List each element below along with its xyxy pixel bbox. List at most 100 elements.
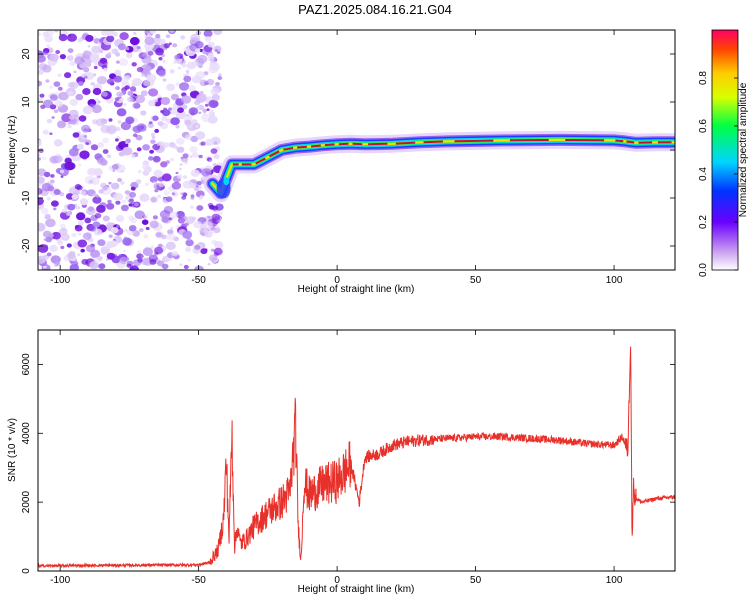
noise-speckle xyxy=(137,169,142,174)
noise-speckle xyxy=(86,207,96,216)
noise-speckle xyxy=(90,82,96,86)
noise-speckle xyxy=(117,43,127,51)
noise-speckle xyxy=(131,82,137,87)
noise-speckle xyxy=(198,111,202,115)
noise-speckle xyxy=(111,182,120,190)
noise-speckle xyxy=(181,63,187,68)
noise-speckle xyxy=(204,36,212,42)
noise-speckle xyxy=(67,82,75,88)
noise-speckle xyxy=(169,157,175,162)
noise-speckle xyxy=(184,134,192,140)
noise-speckle xyxy=(123,228,128,233)
noise-speckle xyxy=(144,30,154,35)
noise-speckle xyxy=(56,155,64,162)
spectrogram-plot-area xyxy=(38,30,675,270)
noise-speckle xyxy=(85,244,96,253)
noise-speckle xyxy=(183,75,192,83)
noise-speckle xyxy=(38,63,48,71)
noise-speckle xyxy=(75,93,84,101)
noise-speckle xyxy=(151,135,156,139)
noise-speckle xyxy=(49,94,58,101)
x-tick-label: 0 xyxy=(334,575,340,586)
noise-speckle xyxy=(207,41,215,48)
noise-speckle xyxy=(156,142,161,146)
noise-speckle xyxy=(60,245,65,250)
noise-speckle xyxy=(82,105,93,115)
y-tick-label: -20 xyxy=(21,238,32,253)
noise-speckle xyxy=(196,181,202,186)
noise-speckle xyxy=(215,82,220,86)
noise-speckle xyxy=(168,107,172,111)
noise-speckle xyxy=(177,174,183,179)
noise-speckle xyxy=(96,76,107,85)
noise-speckle xyxy=(152,155,161,163)
noise-speckle xyxy=(141,219,149,225)
noise-speckle xyxy=(60,233,70,241)
noise-speckle xyxy=(100,186,112,196)
noise-speckle xyxy=(195,131,206,140)
noise-speckle xyxy=(196,93,207,103)
noise-speckle xyxy=(212,205,219,211)
noise-speckle xyxy=(106,124,118,134)
noise-speckle xyxy=(194,124,200,128)
noise-speckle xyxy=(127,90,134,96)
snr-line xyxy=(38,346,675,569)
y-tick-label: 20 xyxy=(21,48,32,60)
noise-speckle xyxy=(208,111,216,117)
noise-speckle xyxy=(157,194,162,198)
noise-speckle xyxy=(38,244,49,253)
noise-speckle xyxy=(94,213,102,219)
ridge-core xyxy=(269,150,280,158)
noise-speckle xyxy=(50,174,55,178)
noise-speckle xyxy=(123,103,127,106)
noise-speckle xyxy=(129,191,137,198)
snr-ylabel: SNR (10 * v/v) xyxy=(7,418,18,482)
noise-speckle xyxy=(71,232,77,238)
noise-speckle xyxy=(205,138,214,146)
noise-speckle xyxy=(81,124,91,133)
noise-speckle xyxy=(96,204,106,213)
noise-speckle xyxy=(146,74,157,82)
noise-speckle xyxy=(96,157,107,165)
noise-speckle xyxy=(107,52,112,56)
noise-speckle xyxy=(116,224,121,228)
noise-speckle xyxy=(134,94,146,104)
noise-speckle xyxy=(149,245,155,250)
noise-speckle xyxy=(67,33,77,42)
noise-speckle xyxy=(66,243,72,248)
noise-speckle xyxy=(152,215,158,220)
noise-speckle xyxy=(217,211,223,216)
noise-speckle xyxy=(148,254,158,263)
noise-speckle xyxy=(193,221,203,229)
noise-speckle xyxy=(53,189,61,195)
noise-speckle xyxy=(115,138,119,142)
noise-speckle xyxy=(175,137,185,145)
noise-speckle xyxy=(96,195,100,198)
noise-speckle xyxy=(132,102,141,109)
noise-speckle xyxy=(85,72,95,80)
noise-speckle xyxy=(130,186,136,191)
noise-speckle xyxy=(76,76,86,84)
noise-speckle xyxy=(69,61,76,66)
noise-speckle xyxy=(160,161,168,168)
noise-speckle xyxy=(140,90,148,97)
noise-speckle xyxy=(42,99,54,109)
noise-speckle xyxy=(59,54,66,60)
noise-speckle xyxy=(212,163,217,167)
noise-speckle xyxy=(125,141,129,145)
noise-speckle xyxy=(102,137,110,144)
noise-speckle xyxy=(121,146,133,156)
noise-speckle xyxy=(106,202,115,210)
noise-speckle xyxy=(46,197,51,201)
noise-speckle xyxy=(158,181,165,187)
noise-speckle xyxy=(90,144,99,151)
noise-speckle xyxy=(85,34,94,42)
noise-speckle xyxy=(157,243,163,248)
noise-speckle xyxy=(49,85,53,89)
noise-speckle xyxy=(128,225,137,232)
noise-speckle xyxy=(130,217,138,224)
noise-speckle xyxy=(77,38,83,43)
noise-speckle xyxy=(97,230,102,235)
y-tick-label: 2000 xyxy=(21,491,32,514)
noise-speckle xyxy=(142,160,150,166)
